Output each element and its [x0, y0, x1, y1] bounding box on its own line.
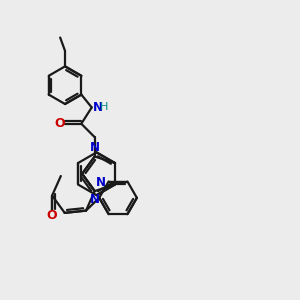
Text: H: H — [100, 102, 108, 112]
Text: N: N — [96, 176, 106, 189]
Text: O: O — [55, 117, 65, 130]
Text: N: N — [90, 141, 100, 154]
Text: N: N — [90, 194, 100, 206]
Text: O: O — [47, 209, 57, 222]
Text: N: N — [93, 101, 103, 114]
